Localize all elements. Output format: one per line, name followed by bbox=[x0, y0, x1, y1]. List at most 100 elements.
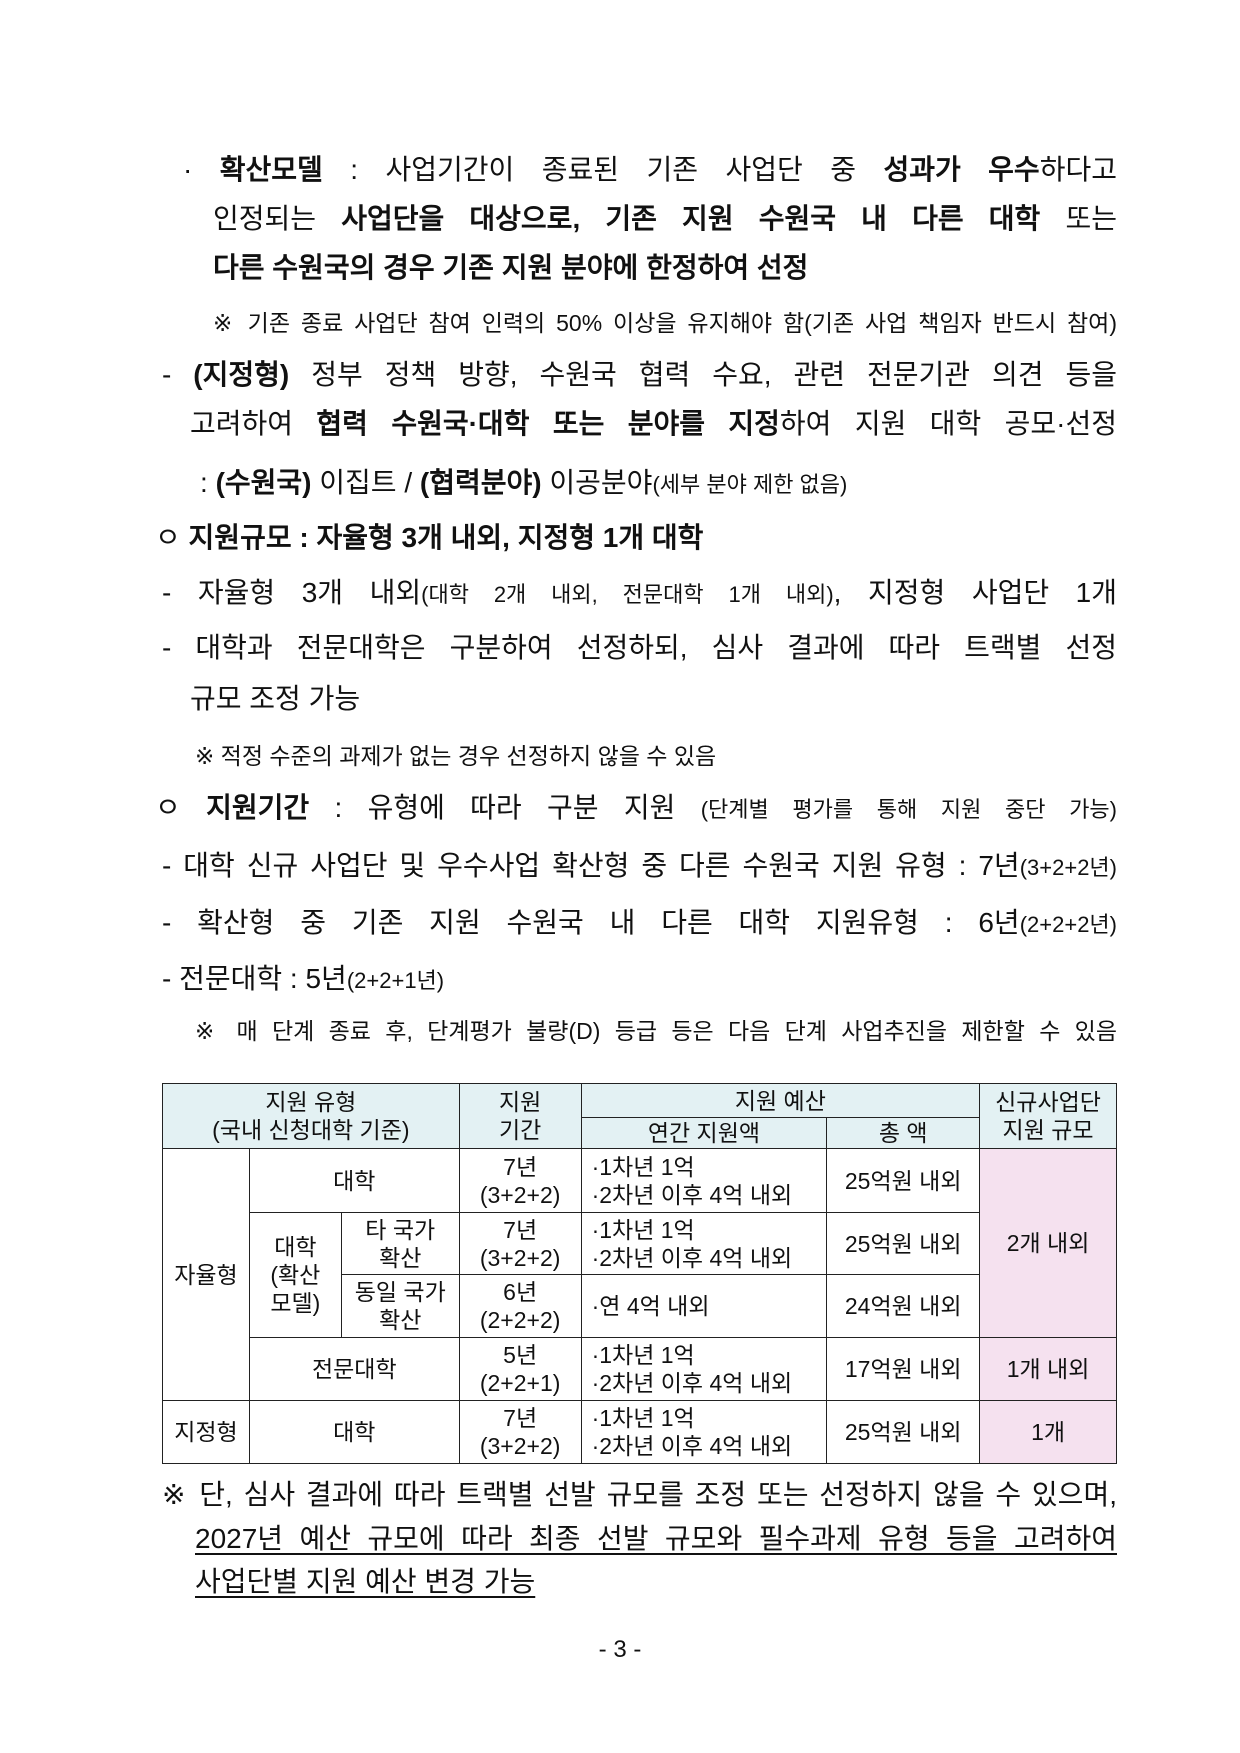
text-segment: (단계별 평가를 통해 지원 중단 가능) bbox=[700, 797, 1117, 822]
text-segment: - 확산형 중 기존 지원 수원국 내 다른 대학 지원유형 : 6년 bbox=[162, 907, 1020, 938]
text-segment: (2+2+2년) bbox=[1019, 912, 1117, 937]
row-annual: ·1차년 1억 ·2차년 이후 4억 내외 bbox=[580, 1400, 828, 1464]
row-name: 전문대학 bbox=[248, 1337, 460, 1401]
text-segment: (3+2+2년) bbox=[1019, 855, 1117, 880]
row-total: 25억원 내외 bbox=[826, 1212, 981, 1275]
text-line: ※ 적정 수준의 과제가 없는 경우 선정하지 않을 수 있음 bbox=[195, 739, 1117, 773]
text-segment: 고려하여 bbox=[190, 408, 317, 439]
type-diffusion: 대학 (확산 모델) bbox=[248, 1212, 342, 1338]
text-segment: ※ 적정 수준의 과제가 없는 경우 선정하지 않을 수 있음 bbox=[195, 743, 717, 769]
scale-univ: 2개 내외 bbox=[979, 1148, 1117, 1338]
table-row: 동일 국가 확산 6년 (2+2+2) ·연 4억 내외 24억원 내외 bbox=[163, 1274, 1117, 1338]
text-segment: ※ 단, 심사 결과에 따라 트랙별 선발 규모를 조정 또는 선정하지 않을 … bbox=[162, 1479, 1117, 1510]
row-annual: ·1차년 1억 ·2차년 이후 4억 내외 bbox=[580, 1212, 828, 1275]
text-segment: - 자율형 3개 내외 bbox=[162, 577, 422, 608]
text-line: · 확산모델 : 사업기간이 종료된 기존 사업단 중 성과가 우수하다고 bbox=[183, 153, 1117, 187]
text-segment: - 대학과 전문대학은 구분하여 선정하되, 심사 결과에 따라 트랙별 선정 bbox=[162, 632, 1117, 663]
text-segment: ㅇ bbox=[155, 792, 207, 823]
row-period: 6년 (2+2+2) bbox=[458, 1274, 582, 1338]
text-segment: 이집트 / bbox=[311, 467, 420, 498]
text-segment: : bbox=[200, 467, 216, 498]
bold-text: 다른 수원국의 경우 기존 지원 분야에 한정하여 선정 bbox=[213, 252, 809, 283]
text-segment: · bbox=[183, 154, 220, 185]
text-line: - 대학 신규 사업단 및 우수사업 확산형 중 다른 수원국 지원 유형 : … bbox=[162, 849, 1117, 885]
row-name: 대학 bbox=[248, 1148, 460, 1213]
row-period: 7년 (3+2+2) bbox=[458, 1148, 582, 1213]
scale-designated: 1개 bbox=[979, 1400, 1117, 1464]
text-line: ㅇ 지원규모 : 자율형 3개 내외, 지정형 1개 대학 bbox=[155, 521, 1117, 555]
row-name: 타 국가 확산 bbox=[340, 1212, 460, 1275]
row-total: 24억원 내외 bbox=[826, 1274, 981, 1338]
text-line: 규모 조정 가능 bbox=[190, 682, 1117, 716]
header-type: 지원 유형 (국내 신청대학 기준) bbox=[162, 1083, 460, 1149]
row-total: 25억원 내외 bbox=[826, 1148, 981, 1213]
bold-text: (수원국) bbox=[215, 467, 312, 498]
text-line: 2027년 예산 규모에 따라 최종 선발 규모와 필수과제 유형 등을 고려하… bbox=[195, 1522, 1117, 1556]
row-annual: ·1차년 1억 ·2차년 이후 4억 내외 bbox=[580, 1337, 828, 1401]
text-line: - 자율형 3개 내외(대학 2개 내외, 전문대학 1개 내외), 지정형 사… bbox=[162, 576, 1117, 612]
text-segment: , 지정형 사업단 1개 bbox=[833, 577, 1118, 608]
support-table: 지원 유형 (국내 신청대학 기준) 지원 기간 지원 예산 신규사업단 지원 규모 … bbox=[162, 1083, 1117, 1464]
row-period: 7년 (3+2+2) bbox=[458, 1400, 582, 1464]
text-segment: (세부 분야 제한 없음) bbox=[652, 472, 848, 497]
text-segment: 2027년 예산 규모에 따라 최종 선발 규모와 필수과제 유형 등을 고려하… bbox=[195, 1523, 1117, 1554]
type-designated: 지정형 bbox=[162, 1400, 250, 1464]
text-segment: (대학 2개 내외, 전문대학 1개 내외) bbox=[421, 582, 834, 607]
text-segment: 인정되는 bbox=[213, 203, 342, 234]
text-line: ※ 매 단계 종료 후, 단계평가 불량(D) 등급 등은 다음 단계 사업추진… bbox=[195, 1014, 1117, 1048]
header-annual: 연간 지원액 bbox=[580, 1117, 828, 1149]
page-number: - 3 - bbox=[598, 1636, 642, 1663]
bold-text: (지정형) bbox=[193, 359, 290, 390]
text-line: 사업단별 지원 예산 변경 가능 bbox=[195, 1565, 1117, 1599]
text-segment: 사업단별 지원 예산 변경 가능 bbox=[195, 1566, 536, 1597]
bold-text: 사업단을 대상으로, 기존 지원 수원국 내 다른 대학 bbox=[341, 203, 1041, 234]
text-segment: ※ 기존 종료 사업단 참여 인력의 50% 이상을 유지해야 함(기존 사업 … bbox=[213, 310, 1117, 336]
header-period: 지원 기간 bbox=[458, 1083, 582, 1149]
row-total: 25억원 내외 bbox=[826, 1400, 981, 1464]
row-annual: ·연 4억 내외 bbox=[580, 1274, 828, 1338]
table-row: 대학 (확산 모델) 타 국가 확산 7년 (3+2+2) ·1차년 1억 ·2차년 이후… bbox=[163, 1212, 1117, 1338]
text-line: - 대학과 전문대학은 구분하여 선정하되, 심사 결과에 따라 트랙별 선정 bbox=[162, 631, 1117, 665]
text-segment: ㅇ bbox=[155, 522, 189, 553]
text-line: ※ 기존 종료 사업단 참여 인력의 50% 이상을 유지해야 함(기존 사업 … bbox=[213, 306, 1117, 340]
bold-text: 확산모델 bbox=[219, 154, 323, 185]
text-line: ㅇ 지원기간 : 유형에 따라 구분 지원 (단계별 평가를 통해 지원 중단 … bbox=[155, 791, 1117, 827]
text-segment: : 사업기간이 종료된 기존 사업단 중 bbox=[322, 154, 884, 185]
table-row: 지정형 대학 7년 (3+2+2) ·1차년 1억 ·2차년 이후 4억 내외 25… bbox=[162, 1400, 1117, 1464]
bold-text: 지원기간 bbox=[206, 792, 310, 823]
text-line: 다른 수원국의 경우 기존 지원 분야에 한정하여 선정 bbox=[213, 251, 1117, 285]
row-annual: ·1차년 1억 ·2차년 이후 4억 내외 bbox=[580, 1148, 828, 1213]
text-segment: 정부 정책 방향, 수원국 협력 수요, 관련 전문기관 의견 등을 bbox=[289, 359, 1117, 390]
scale-college: 1개 내외 bbox=[979, 1337, 1117, 1401]
bold-text: 성과가 우수 bbox=[883, 154, 1040, 185]
row-period: 5년 (2+2+1) bbox=[458, 1337, 582, 1401]
text-line: - (지정형) 정부 정책 방향, 수원국 협력 수요, 관련 전문기관 의견 … bbox=[162, 358, 1117, 392]
text-line: 인정되는 사업단을 대상으로, 기존 지원 수원국 내 다른 대학 또는 bbox=[213, 202, 1117, 236]
type-autonomous: 자율형 bbox=[162, 1148, 250, 1401]
row-name: 동일 국가 확산 bbox=[340, 1274, 460, 1338]
bold-text: 협력 수원국·대학 또는 분야를 지정 bbox=[316, 408, 780, 439]
text-segment: 이공분야 bbox=[541, 467, 653, 498]
table-row: 전문대학 5년 (2+2+1) ·1차년 1억 ·2차년 이후 4억 내외 17억원… bbox=[163, 1337, 1117, 1401]
text-segment: 또는 bbox=[1040, 203, 1117, 234]
row-name: 대학 bbox=[248, 1400, 460, 1464]
text-segment: (2+2+1년) bbox=[346, 968, 445, 993]
text-segment: ※ 매 단계 종료 후, 단계평가 불량(D) 등급 등은 다음 단계 사업추진… bbox=[195, 1018, 1117, 1044]
text-segment: 하여 지원 대학 공모·선정 bbox=[779, 408, 1117, 439]
text-line: : (수원국) 이집트 / (협력분야) 이공분야(세부 분야 제한 없음) bbox=[200, 466, 1117, 502]
bold-text: (협력분야) bbox=[419, 467, 542, 498]
text-segment: - 대학 신규 사업단 및 우수사업 확산형 중 다른 수원국 지원 유형 : … bbox=[162, 850, 1020, 881]
text-segment: - bbox=[162, 359, 194, 390]
text-segment: : 유형에 따라 구분 지원 bbox=[309, 792, 701, 823]
text-segment: 하다고 bbox=[1039, 154, 1117, 185]
header-budget: 지원 예산 bbox=[580, 1083, 981, 1118]
text-line: - 전문대학 : 5년(2+2+1년) bbox=[162, 962, 1117, 998]
text-line: - 확산형 중 기존 지원 수원국 내 다른 대학 지원유형 : 6년(2+2+… bbox=[162, 906, 1117, 942]
header-total: 총 액 bbox=[826, 1117, 981, 1149]
table-row: 자율형 대학 7년 (3+2+2) ·1차년 1억 ·2차년 이후 4억 내외 25… bbox=[162, 1148, 1117, 1401]
text-segment: - 전문대학 : 5년 bbox=[162, 963, 347, 994]
header-scale: 신규사업단 지원 규모 bbox=[979, 1083, 1117, 1149]
text-line: ※ 단, 심사 결과에 따라 트랙별 선발 규모를 조정 또는 선정하지 않을 … bbox=[162, 1478, 1117, 1512]
bold-text: 지원규모 : 자율형 3개 내외, 지정형 1개 대학 bbox=[188, 522, 704, 553]
row-period: 7년 (3+2+2) bbox=[458, 1212, 582, 1275]
